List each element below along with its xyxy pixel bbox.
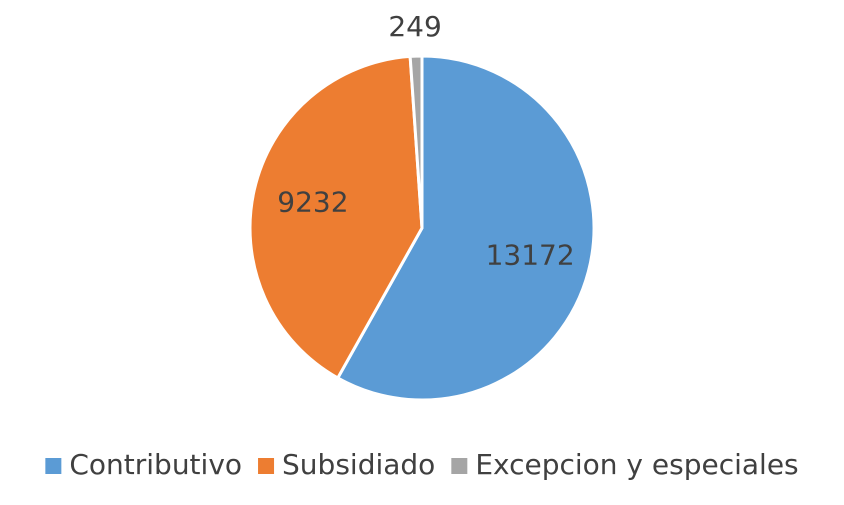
data-label: 9232 xyxy=(277,185,348,218)
legend-label: Subsidiado xyxy=(282,448,435,481)
legend-swatch xyxy=(451,458,468,474)
pie-slice xyxy=(335,54,596,402)
legend-label: Excepcion y especiales xyxy=(475,448,798,481)
legend-label: Contributivo xyxy=(69,448,242,481)
legend-swatch xyxy=(45,458,62,474)
legend-swatch xyxy=(258,458,275,474)
data-label: 13172 xyxy=(486,238,575,271)
pie-slice xyxy=(408,54,424,229)
data-label: 249 xyxy=(388,10,441,43)
pie-slice xyxy=(248,54,424,380)
